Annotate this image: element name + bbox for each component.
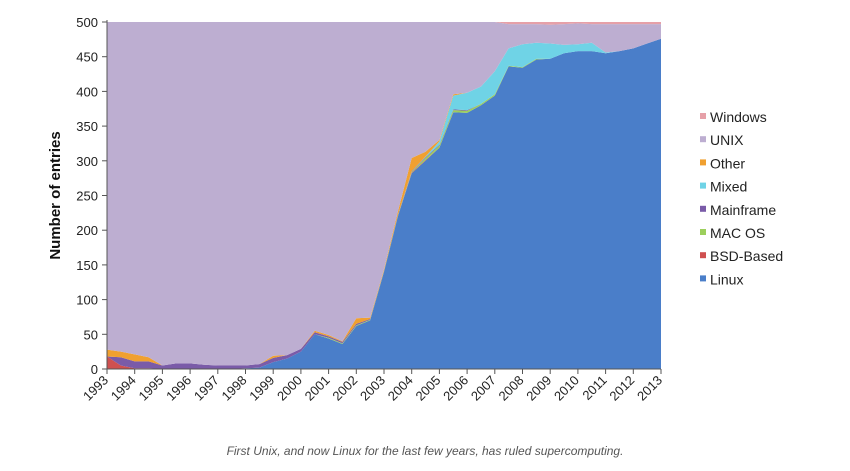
legend-label-unix: UNIX bbox=[710, 132, 744, 148]
legend-label-bsd-based: BSD-Based bbox=[710, 248, 783, 264]
legend-swatch-other bbox=[700, 159, 706, 166]
y-tick-label: 300 bbox=[76, 154, 98, 169]
x-tick-label: 1994 bbox=[108, 373, 139, 404]
x-tick-label: 2000 bbox=[274, 373, 305, 404]
y-tick-label: 250 bbox=[76, 189, 98, 204]
y-tick-label: 150 bbox=[76, 258, 98, 273]
legend-label-mainframe: Mainframe bbox=[710, 202, 776, 218]
area-windows bbox=[107, 22, 661, 25]
x-tick-label: 2009 bbox=[523, 373, 554, 404]
y-tick-label: 450 bbox=[76, 50, 98, 65]
figure-caption: First Unix, and now Linux for the last f… bbox=[226, 444, 624, 458]
legend-swatch-mainframe bbox=[700, 205, 706, 212]
legend-label-other: Other bbox=[710, 155, 745, 171]
legend-swatch-mac-os bbox=[700, 229, 706, 235]
area-linux bbox=[107, 38, 661, 369]
x-tick-label: 1999 bbox=[246, 373, 277, 404]
x-tick-label: 2003 bbox=[357, 373, 388, 404]
legend-swatch-unix bbox=[700, 136, 706, 143]
x-tick-label: 1998 bbox=[219, 373, 250, 404]
x-tick-label: 1995 bbox=[135, 373, 166, 404]
y-tick-label: 200 bbox=[76, 223, 98, 238]
x-tick-label: 2013 bbox=[634, 373, 665, 404]
area-unix bbox=[107, 22, 661, 366]
legend-swatch-linux bbox=[700, 275, 706, 282]
legend-label-mixed: Mixed bbox=[710, 179, 747, 195]
legend-swatch-mixed bbox=[700, 182, 706, 189]
x-tick-label: 2012 bbox=[606, 373, 637, 404]
y-axis-title: Number of entries bbox=[47, 131, 64, 259]
x-tick-label: 1993 bbox=[80, 373, 111, 404]
x-tick-label: 2005 bbox=[412, 373, 443, 404]
legend-label-linux: Linux bbox=[710, 271, 743, 287]
x-tick-label: 1996 bbox=[163, 373, 194, 404]
y-tick-label: 400 bbox=[76, 84, 98, 99]
x-tick-label: 2010 bbox=[551, 373, 582, 404]
x-tick-label: 2006 bbox=[440, 373, 471, 404]
x-tick-label: 2008 bbox=[496, 373, 527, 404]
x-tick-label: 2002 bbox=[329, 373, 360, 404]
x-tick-label: 1997 bbox=[191, 373, 222, 404]
y-tick-label: 0 bbox=[91, 362, 98, 377]
y-tick-label: 50 bbox=[84, 327, 98, 342]
legend-label-mac-os: MAC OS bbox=[710, 225, 765, 241]
legend-swatch-bsd-based bbox=[700, 252, 706, 259]
x-tick-label: 2007 bbox=[468, 373, 499, 404]
y-tick-label: 100 bbox=[76, 293, 98, 308]
legend-swatch-windows bbox=[700, 113, 706, 119]
x-tick-label: 2011 bbox=[579, 373, 609, 403]
x-tick-label: 2001 bbox=[302, 373, 333, 404]
chart-areas bbox=[107, 22, 661, 369]
chart-legend: Windows UNIX Other Mixed Mainframe MAC OS BSD-… bbox=[700, 109, 783, 287]
stacked-area-chart: 0501001502002503003504004505001993199419… bbox=[47, 15, 783, 404]
legend-label-windows: Windows bbox=[710, 109, 767, 125]
x-tick-label: 2004 bbox=[385, 373, 416, 404]
y-tick-label: 500 bbox=[76, 15, 98, 30]
y-tick-label: 350 bbox=[76, 119, 98, 134]
